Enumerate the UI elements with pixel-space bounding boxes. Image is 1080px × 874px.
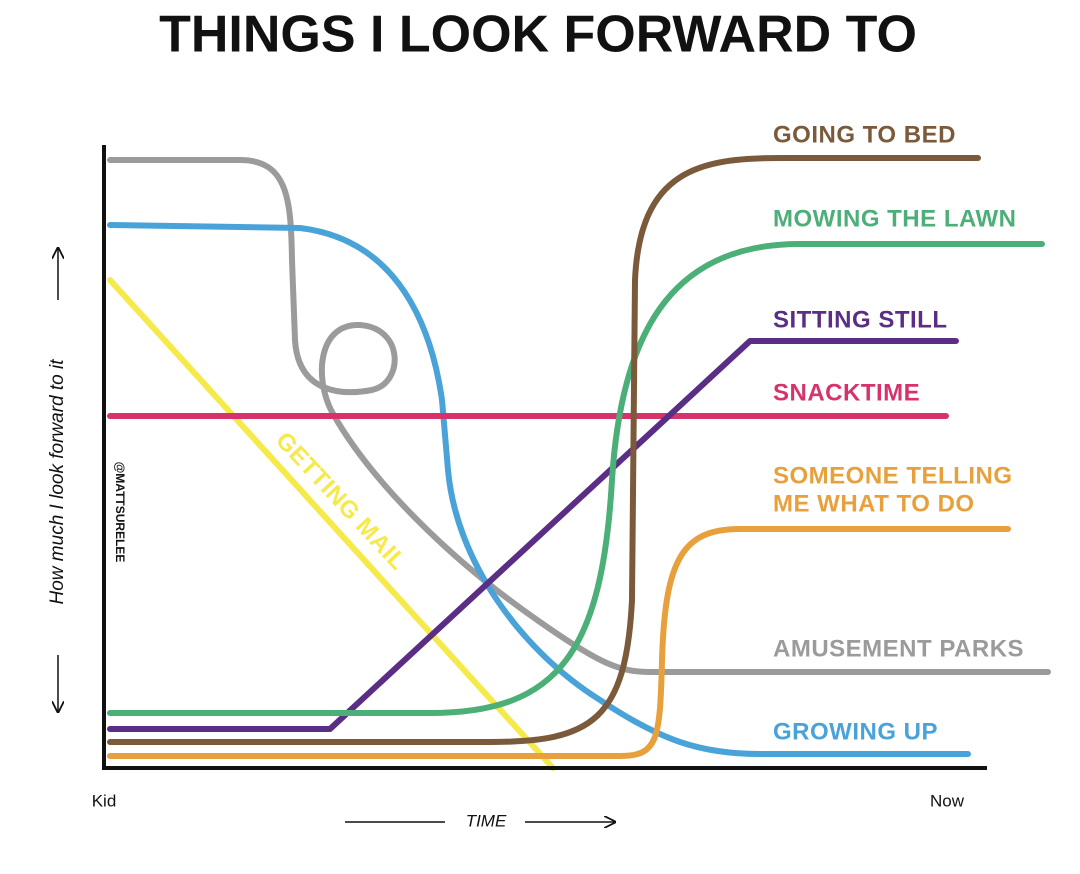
curve-mowing-the-lawn (107, 241, 1045, 716)
curve-label: ME WHAT TO DO (773, 490, 975, 517)
curve-label: GETTING MAIL (270, 427, 411, 576)
curve-label: SITTING STILL (773, 306, 948, 333)
credit: @MATTSURELEE (113, 462, 127, 563)
curve-label: GROWING UP (773, 718, 938, 745)
curve-label: SNACKTIME (773, 379, 920, 406)
curve-growing-up (107, 222, 971, 757)
curve-label: AMUSEMENT PARKS (773, 635, 1024, 662)
curve-label: MOWING THE LAWN (773, 205, 1016, 232)
x-end-label: Now (930, 791, 965, 810)
x-start-label: Kid (92, 791, 117, 810)
curve-going-to-bed (107, 155, 981, 745)
y-axis-label: How much I look forward to it (47, 359, 68, 605)
title: THINGS I LOOK FORWARD TO (159, 6, 917, 64)
curve-getting-mail (107, 277, 556, 771)
x-axis-label: TIME (466, 811, 507, 830)
curve-label: SOMEONE TELLING (773, 462, 1013, 489)
curve-sitting-still (107, 338, 959, 732)
curve-amusement-parks (107, 157, 1051, 675)
curve-someone-telling (107, 526, 1011, 759)
curve-label: GOING TO BED (773, 121, 956, 148)
